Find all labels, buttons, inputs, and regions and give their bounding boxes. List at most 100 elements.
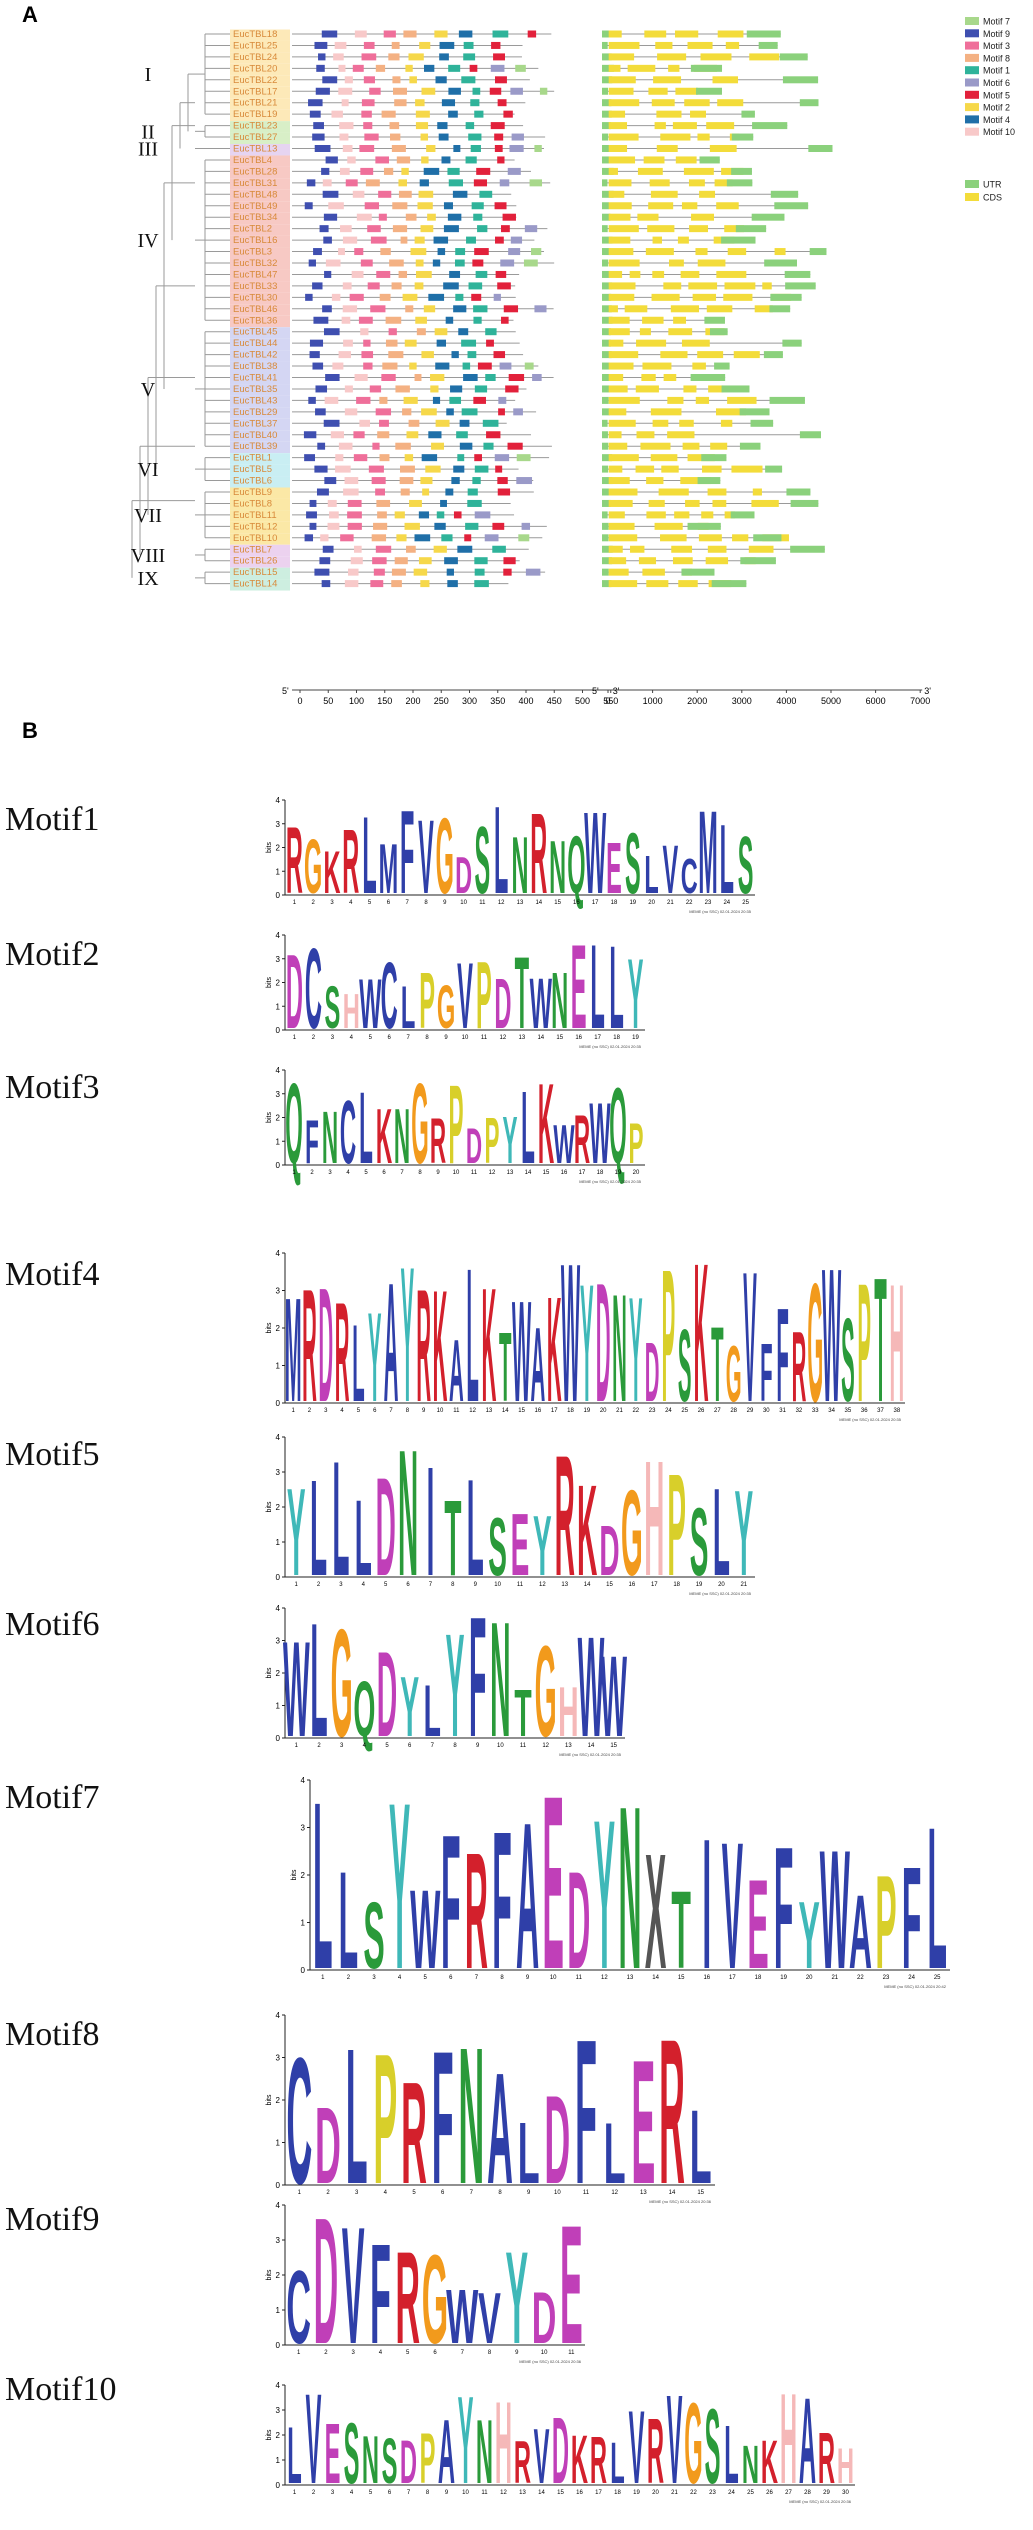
logo-position-label: 9 [515,2350,519,2356]
logo-letter: Y [368,1288,382,1429]
logo-letter: P [420,2420,436,2499]
motif-box [398,190,412,198]
motif-box [461,76,476,84]
cds-box [669,259,684,267]
cds-box [673,316,686,324]
motif-box [314,41,328,49]
motif-box [471,202,484,210]
gene-label-bg [230,533,290,545]
cds-box [695,396,710,404]
utr-box [799,431,821,439]
motif-box [367,282,380,290]
legend-swatch [965,193,979,201]
utr-box [602,30,611,38]
logo-letter: P [476,942,492,1049]
legend-label: Motif 8 [983,53,1010,63]
gene-label-bg [230,52,290,64]
motif-box [388,328,397,336]
logo-y-tick-label: 3 [276,1637,281,1646]
motif-box [494,202,507,210]
motif-box [531,248,542,256]
gene-label: EucTBL33 [233,281,277,292]
gene-label-bg [230,201,290,213]
cds-box [608,167,618,175]
logo-position-label: 11 [568,2350,575,2356]
gene-label-bg [230,40,290,53]
logo-y-tick-label: 0 [276,1026,281,1035]
cds-box [707,488,727,496]
logo-position-label: 29 [747,1408,754,1414]
logo-position-label: 9 [476,1743,480,1749]
motif-name: Motif6 [5,1606,99,1643]
cds-box [748,545,774,553]
motif-box [344,580,359,588]
motif-box [342,305,358,313]
motif-box [492,30,509,38]
logo-letter: G [411,1062,429,1188]
cds-box [608,259,640,267]
motif-box [497,282,511,290]
logo-position-label: 19 [583,1408,590,1414]
logo-letter: Y [799,1884,820,1990]
logo-letter: S [344,2407,360,2502]
logo-letter: Q [285,1060,303,1188]
logo-y-tick-label: 4 [276,796,281,805]
motif-box [464,534,472,542]
motif-box [401,167,409,175]
motif-box [343,339,353,347]
logo-letter: N [322,1095,338,1179]
motif-box [304,202,313,210]
utr-box [602,64,614,72]
logo-position-label: 21 [616,1408,623,1414]
legend-label: Motif 3 [983,41,1010,51]
cds-box [608,133,639,141]
motif-box [410,248,427,256]
motif-box [314,465,328,473]
logo-position-label: 13 [561,1582,568,1588]
motif-box [472,477,481,485]
logo-letter: D [400,2428,417,2497]
logo-letter: W [530,965,553,1044]
logo-letter: S [324,974,340,1041]
cds-box [608,64,621,72]
gene-label-bg [230,350,290,362]
utr-box [758,41,778,49]
axis-tick-label: 100 [349,696,364,706]
logo-y-tick-label: 1 [301,1919,306,1928]
utr-box [709,328,728,336]
gene-label: EucTBL1 [233,453,272,464]
motif-legend: Motif 7 Motif 9 Motif 3 Motif 8 Motif 1 Motif… [965,17,1015,137]
logo-letter: K [761,2428,778,2497]
motif-name: Motif7 [5,1779,99,1816]
utr-box [740,557,776,565]
logo-position-label: 18 [611,900,618,906]
logo-letter: K [577,1458,597,1603]
logo-letter: L [690,2088,712,2206]
logo-position-label: 7 [470,2190,474,2196]
motif-axis: 5' 3'0 50 100 150 200 250 300 350 400 450 500 550 [282,686,620,706]
logo-y-tick-label: 4 [276,1249,281,1258]
legend-swatch [965,66,979,75]
logo-letter: S [625,817,641,913]
logo-letter: N [490,1588,510,1771]
logo-y-tick-label: 1 [276,867,281,876]
axis-tick-label: 450 [547,696,562,706]
motif-box [527,30,537,38]
motif-box [321,167,330,175]
gene-label-bg [230,121,290,133]
cds-box [724,225,745,233]
gene-label: EucTBL41 [233,373,277,384]
cds-box [608,465,623,473]
motif-box [503,557,516,565]
utr-box [799,99,819,107]
logo-position-label: 25 [934,1975,941,1981]
cds-box [733,351,760,359]
logo-letter: L [494,782,508,921]
cds-box [608,545,623,553]
logo-position-label: 23 [883,1975,890,1981]
motif-box [322,545,334,553]
utr-box [602,236,613,244]
legend-label: Motif 6 [983,78,1010,88]
motif-box [314,145,331,152]
cds-box [717,99,744,107]
